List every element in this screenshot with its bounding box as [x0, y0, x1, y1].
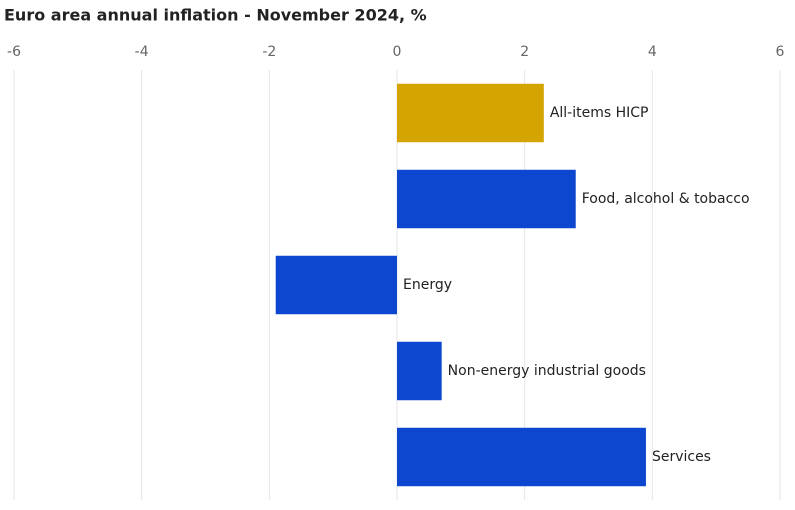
x-tick-label: 6 [776, 44, 785, 60]
x-tick-label: -2 [262, 44, 276, 60]
x-tick-label: -6 [7, 44, 21, 60]
category-label: Non-energy industrial goods [448, 363, 646, 379]
chart-title: Euro area annual inflation - November 20… [4, 6, 427, 25]
category-label: Energy [403, 277, 452, 293]
category-label: Services [652, 449, 711, 465]
bar [397, 169, 576, 229]
x-tick-label: 0 [393, 44, 402, 60]
category-label: All-items HICP [550, 105, 649, 121]
bar [397, 83, 544, 143]
x-tick-label: -4 [135, 44, 149, 60]
bar [397, 341, 442, 401]
category-label: Food, alcohol & tobacco [582, 191, 750, 207]
x-tick-label: 4 [648, 44, 657, 60]
x-tick-label: 2 [520, 44, 529, 60]
bar [397, 427, 646, 487]
bar [275, 255, 397, 315]
